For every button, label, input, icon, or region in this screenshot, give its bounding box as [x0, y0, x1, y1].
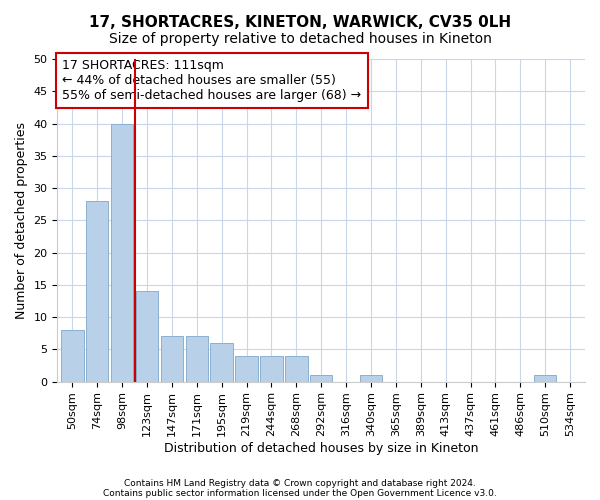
Y-axis label: Number of detached properties: Number of detached properties — [15, 122, 28, 319]
Bar — [211, 343, 233, 382]
Bar — [61, 330, 83, 382]
Bar — [285, 356, 308, 382]
Text: 17, SHORTACRES, KINETON, WARWICK, CV35 0LH: 17, SHORTACRES, KINETON, WARWICK, CV35 0… — [89, 15, 511, 30]
Bar — [360, 375, 382, 382]
Text: Contains HM Land Registry data © Crown copyright and database right 2024.: Contains HM Land Registry data © Crown c… — [124, 478, 476, 488]
Text: 17 SHORTACRES: 111sqm
← 44% of detached houses are smaller (55)
55% of semi-deta: 17 SHORTACRES: 111sqm ← 44% of detached … — [62, 59, 362, 102]
Bar — [185, 336, 208, 382]
Bar — [111, 124, 133, 382]
Bar — [310, 375, 332, 382]
Text: Size of property relative to detached houses in Kineton: Size of property relative to detached ho… — [109, 32, 491, 46]
Bar — [86, 201, 109, 382]
Bar — [136, 292, 158, 382]
Bar — [235, 356, 258, 382]
Bar — [534, 375, 556, 382]
Text: Contains public sector information licensed under the Open Government Licence v3: Contains public sector information licen… — [103, 488, 497, 498]
Bar — [161, 336, 183, 382]
X-axis label: Distribution of detached houses by size in Kineton: Distribution of detached houses by size … — [164, 442, 478, 455]
Bar — [260, 356, 283, 382]
